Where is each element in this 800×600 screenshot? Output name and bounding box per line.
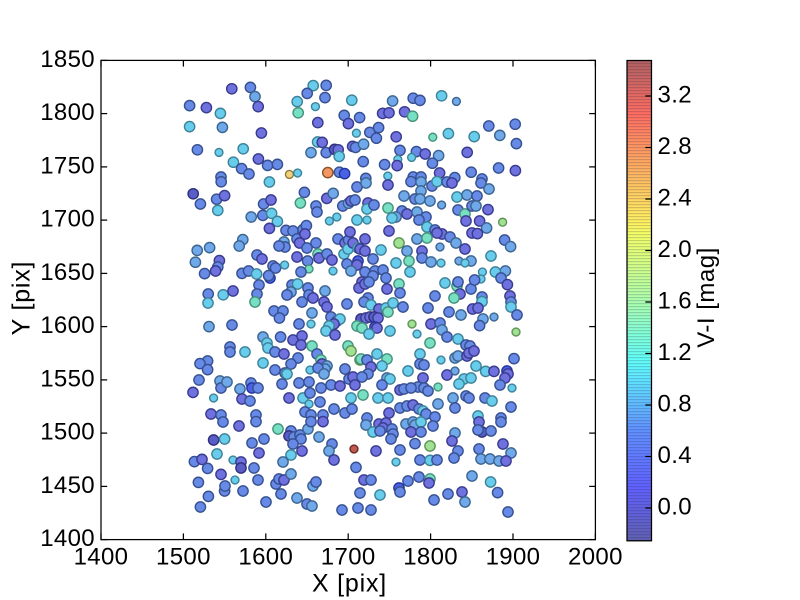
svg-text:0.0: 0.0 [658, 494, 692, 521]
svg-text:1700: 1700 [321, 544, 376, 571]
svg-text:1600: 1600 [238, 544, 293, 571]
svg-text:2000: 2000 [568, 544, 623, 571]
svg-text:2.0: 2.0 [658, 236, 692, 263]
svg-text:1600: 1600 [40, 312, 95, 339]
svg-text:1500: 1500 [156, 544, 211, 571]
svg-text:1800: 1800 [40, 99, 95, 126]
svg-text:1450: 1450 [40, 472, 95, 499]
svg-text:1750: 1750 [40, 152, 95, 179]
svg-text:1900: 1900 [486, 544, 541, 571]
svg-text:1500: 1500 [40, 419, 95, 446]
svg-text:1650: 1650 [40, 259, 95, 286]
svg-text:2.4: 2.4 [658, 185, 692, 212]
svg-text:0.8: 0.8 [658, 391, 692, 418]
svg-text:1550: 1550 [40, 365, 95, 392]
svg-text:1800: 1800 [403, 544, 458, 571]
svg-text:1700: 1700 [40, 206, 95, 233]
svg-text:1.2: 1.2 [658, 339, 692, 366]
svg-text:X [pix]: X [pix] [312, 570, 387, 598]
svg-text:0.4: 0.4 [658, 442, 692, 469]
svg-text:3.2: 3.2 [658, 82, 692, 109]
svg-text:1.6: 1.6 [658, 288, 692, 315]
svg-text:1850: 1850 [40, 46, 95, 73]
svg-text:1400: 1400 [40, 525, 95, 552]
svg-text:1400: 1400 [74, 544, 129, 571]
svg-text:V-I [mag]: V-I [mag] [693, 247, 720, 348]
svg-text:2.8: 2.8 [658, 133, 692, 160]
svg-text:Y [pix]: Y [pix] [8, 261, 36, 336]
